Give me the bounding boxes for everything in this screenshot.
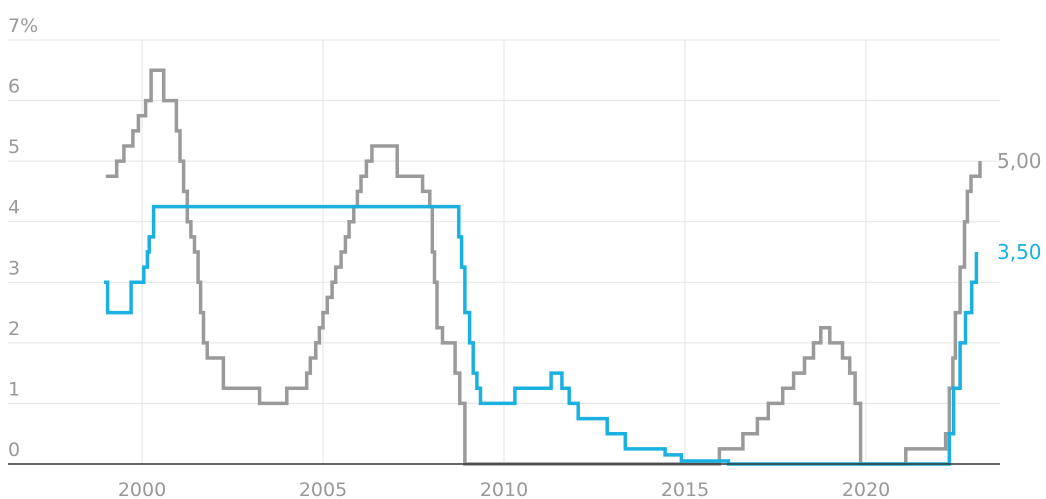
series-lines [104,68,982,466]
series-end-labels: 5,00 3,50 [997,149,1042,264]
grid-lines [8,39,1000,464]
grey-series-end-label: 5,00 [997,149,1042,173]
x-tick-label-1: 2005 [299,479,347,499]
grey-series-line [105,68,982,466]
x-axis-tick-labels: 2000 2005 2010 2015 2020 [118,479,890,499]
x-tick-label-4: 2020 [842,479,890,499]
y-tick-label-2: 2 [8,318,20,340]
y-tick-label-5: 5 [8,136,20,158]
y-tick-label-0: 0 [8,439,20,461]
y-tick-label-6: 6 [8,76,20,98]
blue-series-line [104,204,979,466]
x-tick-label-3: 2015 [661,479,709,499]
x-tick-label-0: 2000 [118,479,166,499]
y-tick-label-1: 1 [8,378,20,400]
y-axis-tick-labels: 0 1 2 3 4 5 6 7% [8,15,38,461]
x-tick-label-2: 2010 [480,479,528,499]
blue-series-end-label: 3,50 [997,240,1042,264]
y-tick-label-4: 4 [8,197,20,219]
y-tick-label-3: 3 [8,257,20,279]
y-tick-label-7: 7% [8,15,38,37]
